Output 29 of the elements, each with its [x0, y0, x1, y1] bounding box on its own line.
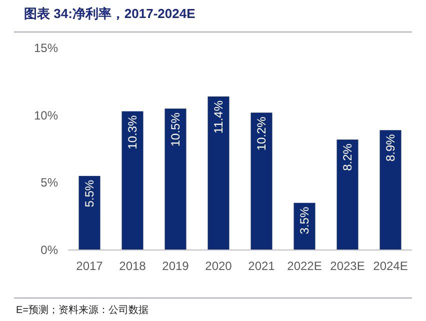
x-tick-label: 2019 — [162, 259, 190, 273]
bar — [208, 96, 230, 250]
y-tick-label: 0% — [40, 243, 58, 257]
x-tick-label: 2022E — [287, 259, 322, 273]
bar — [164, 108, 186, 250]
data-label: 10.3% — [126, 114, 140, 150]
bar — [336, 140, 358, 250]
x-tick-label: 2023E — [330, 259, 365, 273]
x-tick-label: 2024E — [373, 259, 408, 273]
x-tick-label: 2018 — [119, 259, 146, 273]
bar — [122, 111, 144, 250]
data-label: 3.5% — [298, 206, 312, 234]
y-tick-label: 5% — [40, 176, 58, 190]
data-label: 10.2% — [254, 116, 268, 151]
data-label: 11.4% — [212, 100, 226, 134]
text: E=预测；资料来源：公司数据 — [16, 304, 149, 316]
chart-title: 图表 34:净利率，2017-2024E — [24, 6, 196, 21]
data-label: 8.2% — [340, 143, 354, 171]
x-tick-label: 2021 — [248, 259, 276, 273]
y-tick-label: 15% — [34, 41, 58, 55]
data-label: 5.5% — [82, 180, 96, 208]
data-label: 8.9% — [384, 134, 398, 162]
data-label: 10.5% — [168, 112, 182, 147]
x-tick-label: 2020 — [205, 259, 232, 273]
bar — [380, 130, 402, 250]
bar — [78, 176, 100, 250]
x-tick-label: 2017 — [76, 259, 104, 273]
y-tick-label: 10% — [34, 108, 58, 122]
bar — [250, 112, 272, 250]
